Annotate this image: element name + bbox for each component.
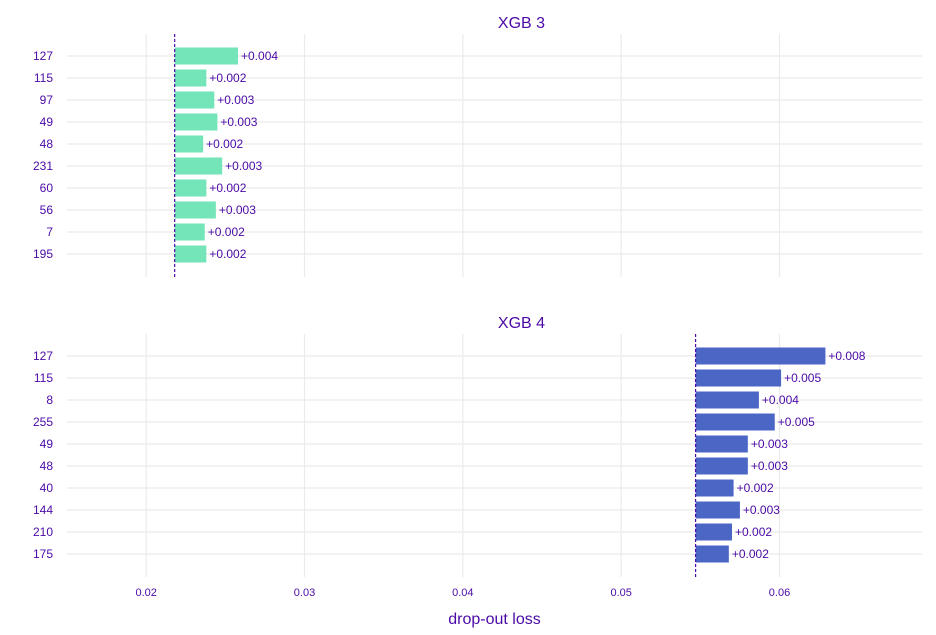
x-tick-label: 0.02: [135, 587, 156, 599]
bar-40[interactable]: [695, 479, 734, 497]
bar-127[interactable]: [174, 47, 238, 65]
bar-value-label: +0.003: [743, 503, 780, 517]
bar-175[interactable]: [695, 545, 729, 563]
x-tick-label: 0.06: [769, 587, 790, 599]
x-tick-label: 0.04: [452, 587, 473, 599]
bar-value-label: +0.002: [209, 247, 246, 261]
y-tick-label: 40: [40, 481, 54, 495]
bar-127[interactable]: [695, 347, 826, 365]
y-tick-label: 175: [33, 547, 53, 561]
y-tick-label: 48: [40, 459, 54, 473]
bar-value-label: +0.002: [735, 525, 772, 539]
y-tick-label: 195: [33, 247, 53, 261]
bar-value-label: +0.003: [751, 459, 788, 473]
panel-1: XGB 3 +0.004 127 +0.002 115 +0.003 97 +0.003 49 +…: [33, 15, 922, 277]
y-tick-label: 60: [40, 181, 54, 195]
x-tick-label: 0.03: [294, 587, 315, 599]
bar-value-label: +0.003: [751, 437, 788, 451]
y-tick-label: 56: [40, 203, 54, 217]
bar-value-label: +0.004: [241, 49, 278, 63]
bar-210[interactable]: [695, 523, 732, 541]
bar-value-label: +0.004: [762, 393, 799, 407]
y-tick-label: 210: [33, 525, 53, 539]
bar-49[interactable]: [174, 113, 218, 131]
bar-value-label: +0.002: [732, 547, 769, 561]
bar-value-label: +0.002: [737, 481, 774, 495]
y-tick-label: 127: [33, 49, 53, 63]
bar-56[interactable]: [174, 201, 216, 219]
y-tick-label: 144: [33, 503, 53, 517]
y-tick-label: 127: [33, 349, 53, 363]
bar-value-label: +0.002: [209, 181, 246, 195]
bar-value-label: +0.003: [217, 93, 254, 107]
bar-144[interactable]: [695, 501, 740, 519]
bar-97[interactable]: [174, 91, 215, 109]
y-tick-label: 49: [40, 437, 54, 451]
y-tick-label: 231: [33, 159, 53, 173]
bar-49[interactable]: [695, 435, 748, 453]
bar-115[interactable]: [174, 69, 207, 87]
bar-value-label: +0.003: [219, 203, 256, 217]
bar-255[interactable]: [695, 413, 775, 431]
bar-value-label: +0.002: [208, 225, 245, 239]
bar-195[interactable]: [174, 245, 207, 263]
x-tick-label: 0.05: [610, 587, 631, 599]
y-tick-label: 7: [46, 225, 53, 239]
bar-value-label: +0.003: [220, 115, 257, 129]
bar-8[interactable]: [695, 391, 759, 409]
x-axis-title: drop-out loss: [448, 611, 541, 628]
bar-value-label: +0.003: [225, 159, 262, 173]
bar-48[interactable]: [695, 457, 748, 475]
bar-value-label: +0.008: [828, 349, 865, 363]
y-tick-label: 49: [40, 115, 54, 129]
y-tick-label: 255: [33, 415, 53, 429]
y-tick-label: 48: [40, 137, 54, 151]
bar-231[interactable]: [174, 157, 223, 175]
bar-value-label: +0.002: [209, 71, 246, 85]
panel-title: XGB 4: [498, 315, 545, 332]
bar-value-label: +0.002: [206, 137, 243, 151]
bar-7[interactable]: [174, 223, 205, 241]
bar-48[interactable]: [174, 135, 204, 153]
panel-2: XGB 4 +0.008 127 +0.005 115 +0.004 8 +0.005 255 +…: [33, 315, 922, 577]
y-tick-label: 97: [40, 93, 54, 107]
bar-value-label: +0.005: [778, 415, 815, 429]
y-tick-label: 8: [46, 393, 53, 407]
bar-value-label: +0.005: [784, 371, 821, 385]
bar-60[interactable]: [174, 179, 207, 197]
y-tick-label: 115: [34, 371, 53, 385]
panel-title: XGB 3: [498, 15, 545, 32]
y-tick-label: 115: [34, 71, 53, 85]
bar-115[interactable]: [695, 369, 782, 387]
